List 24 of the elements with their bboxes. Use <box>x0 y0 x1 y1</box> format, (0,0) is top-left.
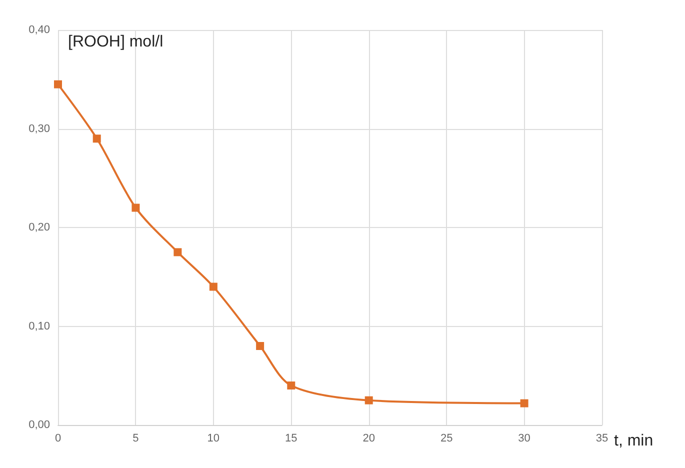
point <box>209 282 218 291</box>
point <box>54 80 62 88</box>
point <box>256 342 264 350</box>
x-tick-label: 10 <box>207 432 220 444</box>
x-tick-label: 0 <box>54 432 62 444</box>
point <box>287 382 296 390</box>
x-tick-label: 20 <box>362 432 375 444</box>
y-axis-title: [ROOH] mol/l <box>68 34 164 50</box>
point <box>364 396 373 404</box>
x-tick-label: 15 <box>285 432 298 444</box>
point <box>92 134 101 143</box>
point <box>174 248 182 256</box>
x-tick-label: 5 <box>132 432 139 444</box>
y-tick-label: 0,10 <box>28 320 50 332</box>
x-tick-label: 25 <box>440 432 453 444</box>
y-tick-label: 0,20 <box>28 222 50 234</box>
y-tick-label: 0,00 <box>28 419 50 431</box>
y-tick-label: 0,30 <box>28 122 50 135</box>
point <box>520 399 528 408</box>
x-axis-title: t, min <box>614 432 654 450</box>
x-tick-label: 35 <box>596 432 608 444</box>
point <box>132 204 140 212</box>
y-tick-label: 0,40 <box>28 24 50 36</box>
x-tick-label: 30 <box>518 432 530 444</box>
